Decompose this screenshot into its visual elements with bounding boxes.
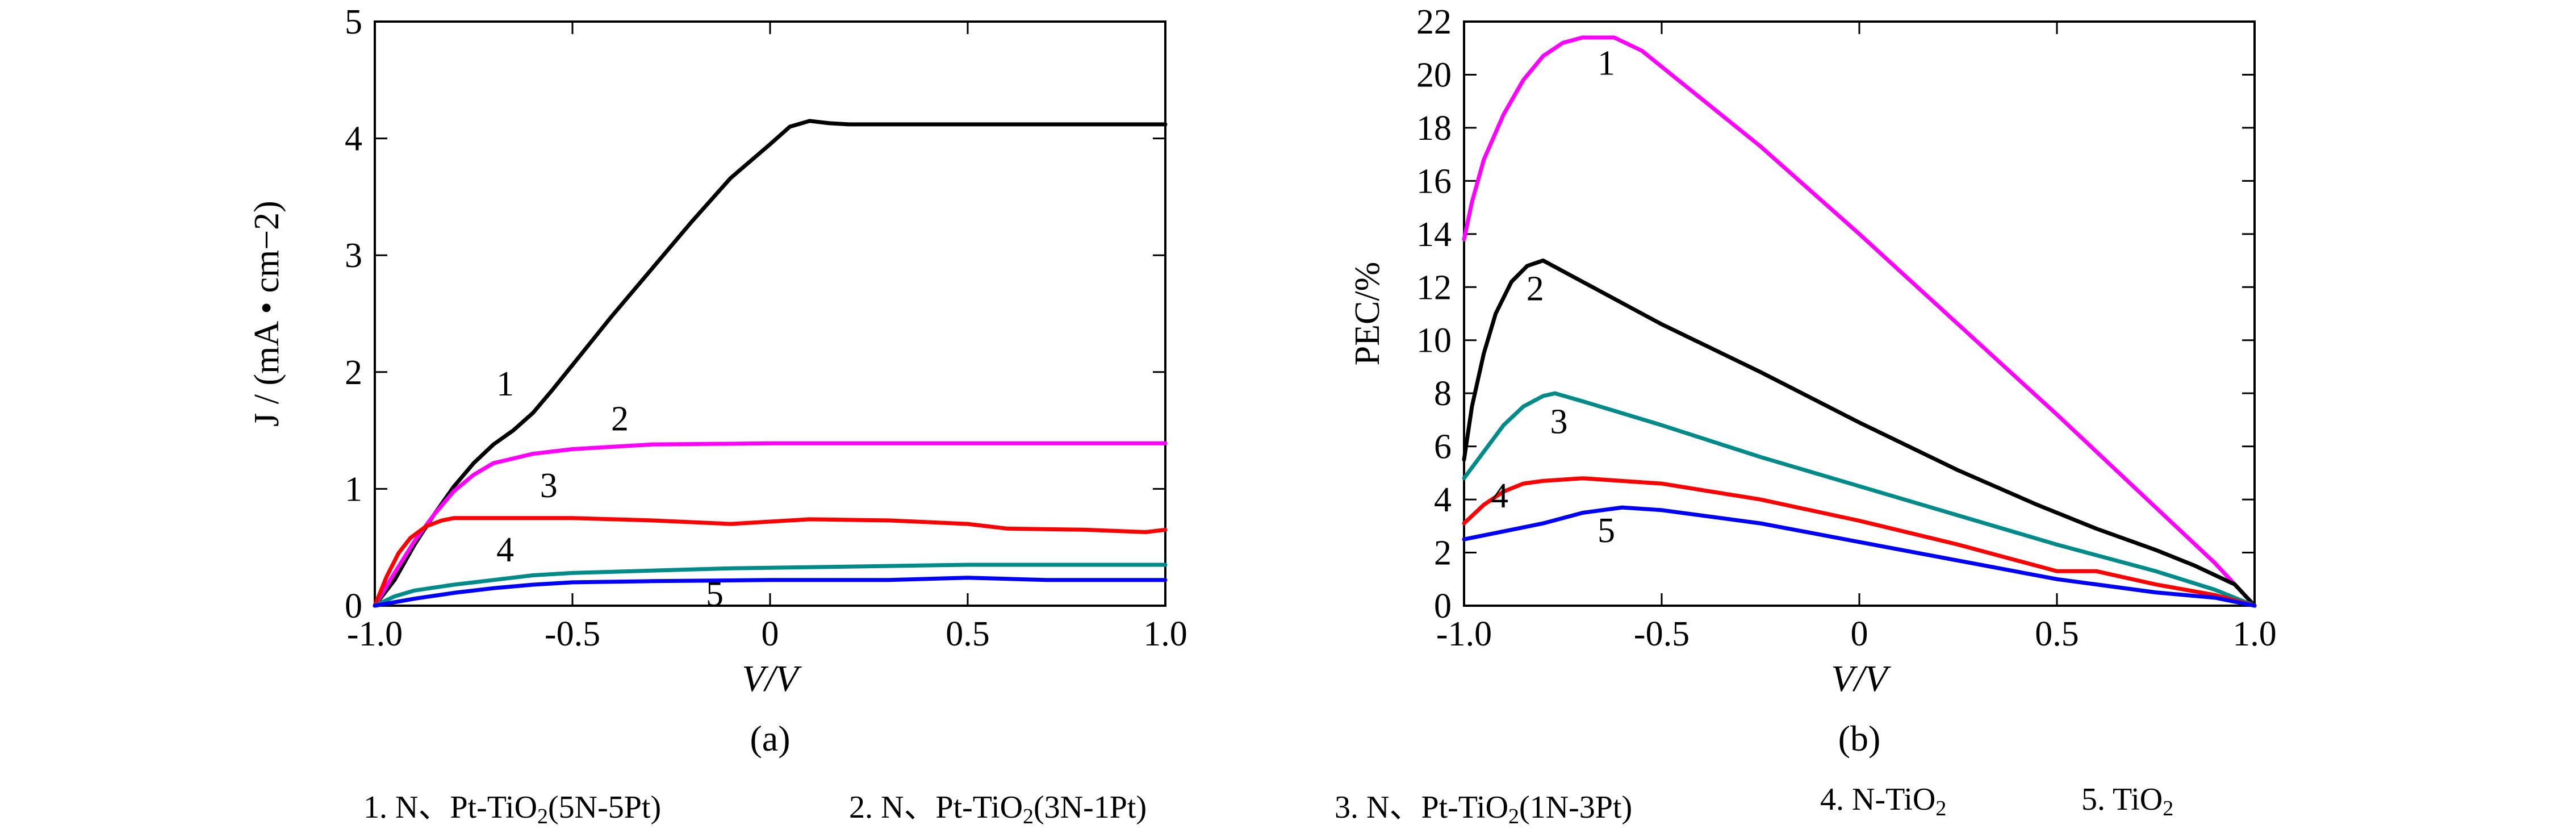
- x-tick-label: -0.5: [1634, 615, 1690, 653]
- x-tick-label: 0: [1851, 615, 1868, 653]
- curve-label-3: 3: [1550, 402, 1568, 441]
- legend-item-3: 3. N、Pt-TiO2(1N-3Pt): [1335, 790, 1633, 828]
- y-tick-label: 2: [1434, 534, 1452, 573]
- series-line-2: [1462, 259, 2257, 608]
- y-axis-label: J / (mA • cm−2): [248, 201, 286, 427]
- legend-item-1: 1. N、Pt-TiO2(5N-5Pt): [363, 790, 662, 828]
- panel-caption: (b): [1838, 718, 1881, 759]
- y-tick-label: 5: [345, 3, 362, 41]
- x-axis-label: V/V: [1831, 658, 1892, 699]
- y-tick-label: 0: [345, 587, 362, 626]
- legend-item-2: 2. N、Pt-TiO2(3N-1Pt): [849, 790, 1147, 828]
- curve-label-1: 1: [496, 365, 514, 403]
- x-tick-label: 0: [762, 615, 779, 653]
- y-tick-label: 3: [345, 236, 362, 275]
- chart-b: -1.0 -0.5 0 0.5 1.0024681012141618202212345V…: [1348, 3, 2277, 759]
- x-axis-label: V/V: [742, 658, 802, 699]
- y-tick-label: 12: [1416, 268, 1452, 307]
- legend-item-5: 5. TiO2: [2081, 782, 2174, 820]
- x-tick-label: 1.0: [1143, 615, 1187, 653]
- y-tick-label: 4: [345, 120, 362, 159]
- y-tick-label: 22: [1416, 3, 1452, 41]
- y-tick-label: 6: [1434, 428, 1452, 466]
- x-tick-label: -1.0: [347, 615, 403, 653]
- plot-frame: [1463, 20, 2256, 607]
- y-tick-label: 2: [345, 353, 362, 392]
- series-line-5: [1462, 505, 2257, 608]
- y-tick-label: 0: [1434, 587, 1452, 626]
- series-line-4: [373, 563, 1168, 608]
- curve-label-4: 4: [1491, 477, 1508, 515]
- x-tick-label: -0.5: [545, 615, 600, 653]
- y-tick-label: 4: [1434, 481, 1452, 519]
- curve-label-2: 2: [611, 400, 629, 439]
- y-tick-label: 8: [1434, 374, 1452, 413]
- y-tick-label: 10: [1416, 322, 1452, 360]
- x-tick-label: -1.0: [1436, 615, 1492, 653]
- y-tick-label: 18: [1416, 109, 1452, 148]
- y-tick-label: 1: [345, 470, 362, 509]
- x-tick-label: 0.5: [2035, 615, 2079, 653]
- series-line-1: [373, 119, 1168, 608]
- y-axis-label: PEC/%: [1348, 262, 1387, 366]
- curve-label-1: 1: [1598, 44, 1615, 82]
- curve-label-4: 4: [496, 531, 514, 569]
- x-tick-label: 1.0: [2232, 615, 2277, 653]
- curve-label-5: 5: [706, 575, 724, 614]
- series-line-5: [373, 576, 1168, 608]
- curve-label-5: 5: [1598, 511, 1615, 550]
- series-line-1: [1462, 35, 2257, 608]
- series-line-3: [373, 516, 1168, 608]
- curve-label-3: 3: [540, 466, 558, 505]
- panel-caption: (a): [750, 718, 790, 759]
- series-line-4: [1462, 476, 2257, 608]
- curve-label-2: 2: [1527, 270, 1544, 309]
- legend: 1. N、Pt-TiO2(5N-5Pt) 2. N、Pt-TiO2(3N-1Pt…: [0, 781, 2576, 828]
- y-tick-label: 20: [1416, 56, 1452, 94]
- series-line-2: [373, 441, 1168, 608]
- series-line-3: [1462, 391, 2257, 608]
- legend-item-4: 4. N-TiO2: [1820, 782, 1947, 820]
- y-tick-label: 16: [1416, 162, 1452, 201]
- y-tick-label: 14: [1416, 215, 1452, 254]
- x-tick-label: 0.5: [946, 615, 990, 653]
